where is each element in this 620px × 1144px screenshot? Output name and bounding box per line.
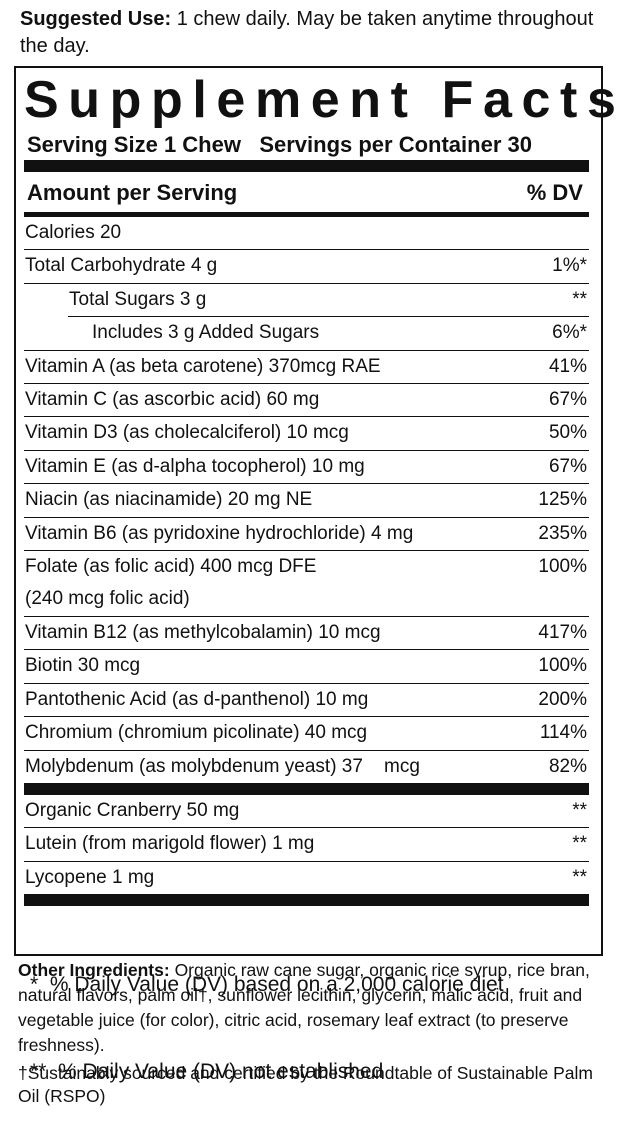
nutrient-name: Organic Cranberry 50 mg <box>25 799 240 821</box>
daily-value: 41% <box>548 355 587 377</box>
nutrient-detail: (240 mcg folic acid) <box>25 588 190 610</box>
daily-value: 82% <box>548 755 587 777</box>
nutrient-name: Molybdenum (as molybdenum yeast) 37 mcg <box>25 755 420 777</box>
daily-value: ** <box>572 866 587 888</box>
nutrient-row: Vitamin C (as ascorbic acid) 60 mg 67% <box>24 384 589 418</box>
supplement-facts-panel: Supplement Facts Serving Size 1 Chew Ser… <box>14 66 616 1083</box>
nutrient-row: Vitamin D3 (as cholecalciferol) 10 mcg 50… <box>24 417 589 451</box>
nutrient-name: Vitamin B12 (as methylcobalamin) 10 mcg <box>25 621 381 643</box>
nutrient-row: Includes 3 g Added Sugars 6%* <box>24 317 589 351</box>
nutrient-row: Total Carbohydrate 4 g 1%* <box>24 250 589 284</box>
thick-rule <box>24 894 589 907</box>
column-header: Amount per Serving % DV <box>24 172 589 212</box>
dagger-footnote: †Sustainably sourced and certified by th… <box>18 1063 593 1106</box>
nutrient-name: Lycopene 1 mg <box>25 866 155 888</box>
serving-size: Serving Size 1 Chew <box>27 132 241 157</box>
suggested-use: Suggested Use: 1 chew daily. May be take… <box>20 6 610 60</box>
nutrient-name: Includes 3 g Added Sugars <box>92 322 320 344</box>
daily-value: 125% <box>538 489 587 511</box>
nutrient-row: Total Sugars 3 g ** <box>68 284 589 318</box>
nutrient-row: Folate (as folic acid) 400 mcg DFE (240 m… <box>24 551 589 617</box>
nutrient-row: Calories 20 <box>24 217 589 251</box>
nutrient-row: Vitamin A (as beta carotene) 370mcg RAE 4… <box>24 351 589 385</box>
nutrient-name: Total Carbohydrate 4 g <box>25 255 218 277</box>
nutrient-row: Molybdenum (as molybdenum yeast) 37 mcg 8… <box>24 751 589 783</box>
nutrient-row: Chromium (chromium picolinate) 40 mcg 114… <box>24 717 589 751</box>
nutrient-name: Lutein (from marigold flower) 1 mg <box>25 833 315 855</box>
nutrient-name: Chromium (chromium picolinate) 40 mcg <box>25 722 368 744</box>
suggested-use-label: Suggested Use: <box>20 8 172 30</box>
nutrient-row: Organic Cranberry 50 mg ** <box>24 795 589 829</box>
serving-info: Serving Size 1 Chew Servings per Contain… <box>24 130 589 160</box>
other-ingredients-label: Other Ingredients: <box>18 960 170 980</box>
nutrient-name: Vitamin D3 (as cholecalciferol) 10 mcg <box>25 422 349 444</box>
daily-value: 417% <box>538 621 587 643</box>
daily-value: 100% <box>538 655 587 677</box>
daily-value: 67% <box>548 455 587 477</box>
daily-value: 6%* <box>552 322 587 344</box>
daily-value: 200% <box>538 688 587 710</box>
servings-per-container: Servings per Container 30 <box>259 132 532 157</box>
nutrient-name: Pantothenic Acid (as d-panthenol) 10 mg <box>25 688 369 710</box>
nutrient-name: Total Sugars 3 g <box>69 288 207 310</box>
nutrient-row: Lutein (from marigold flower) 1 mg ** <box>24 828 589 862</box>
nutrient-name: Vitamin C (as ascorbic acid) 60 mg <box>25 389 320 411</box>
footnotes: * % Daily Value (DV) based on a 2,000 ca… <box>24 906 589 1144</box>
panel-title: Supplement Facts <box>24 71 620 129</box>
nutrient-row: Vitamin B6 (as pyridoxine hydrochloride)… <box>24 518 589 552</box>
amount-header: Amount per Serving <box>27 180 238 205</box>
daily-value: 67% <box>548 389 587 411</box>
nutrient-rows: Calories 20 Total Carbohydrate 4 g 1%* Tota… <box>24 217 589 783</box>
other-rows: Organic Cranberry 50 mg ** Lutein (from ma… <box>24 795 589 894</box>
other-ingredients-text: Organic raw cane sugar, organic rice syr… <box>18 960 590 1055</box>
other-ingredients: Other Ingredients: Organic raw cane suga… <box>18 958 608 1058</box>
daily-value: ** <box>572 799 587 821</box>
nutrient-name: Biotin 30 mcg <box>25 655 141 677</box>
nutrient-row: Lycopene 1 mg ** <box>24 862 589 894</box>
nutrient-row: Pantothenic Acid (as d-panthenol) 10 mg 2… <box>24 684 589 718</box>
nutrient-name: Vitamin A (as beta carotene) 370mcg RAE <box>25 355 381 377</box>
footnote: * % Daily Value (DV) based on a 2,000 ca… <box>30 973 504 997</box>
medium-rule <box>24 212 589 217</box>
daily-value: 100% <box>538 556 587 578</box>
nutrient-row: Vitamin E (as d-alpha tocopherol) 10 mg 6… <box>24 451 589 485</box>
daily-value: 1%* <box>552 255 587 277</box>
nutrient-name: Vitamin E (as d-alpha tocopherol) 10 mg <box>25 455 365 477</box>
daily-value: 50% <box>548 422 587 444</box>
daily-value: 235% <box>538 522 587 544</box>
footnote: ** % Daily Value (DV) not established <box>30 1060 384 1084</box>
nutrient-row: Niacin (as niacinamide) 20 mg NE 125% <box>24 484 589 518</box>
suggested-use-text: 1 chew daily. May be taken anytime throu… <box>20 8 594 57</box>
daily-value: 114% <box>539 722 587 744</box>
nutrient-name: Niacin (as niacinamide) 20 mg NE <box>25 489 313 511</box>
nutrient-name: Vitamin B6 (as pyridoxine hydrochloride)… <box>25 522 414 544</box>
dv-header: % DV <box>526 180 583 205</box>
thick-rule <box>24 160 589 172</box>
nutrient-name: Folate (as folic acid) 400 mcg DFE (240 m… <box>24 551 316 616</box>
nutrient-name-line: Folate (as folic acid) 400 mcg DFE <box>25 556 317 578</box>
nutrient-row: Vitamin B12 (as methylcobalamin) 10 mcg 4… <box>24 617 589 651</box>
daily-value: ** <box>572 288 587 310</box>
nutrient-name: Calories 20 <box>25 222 122 243</box>
panel-inner: Supplement Facts Serving Size 1 Chew Ser… <box>24 70 620 1144</box>
nutrient-row: Biotin 30 mcg 100% <box>24 650 589 684</box>
daily-value: ** <box>572 833 587 855</box>
thick-rule <box>24 782 589 795</box>
